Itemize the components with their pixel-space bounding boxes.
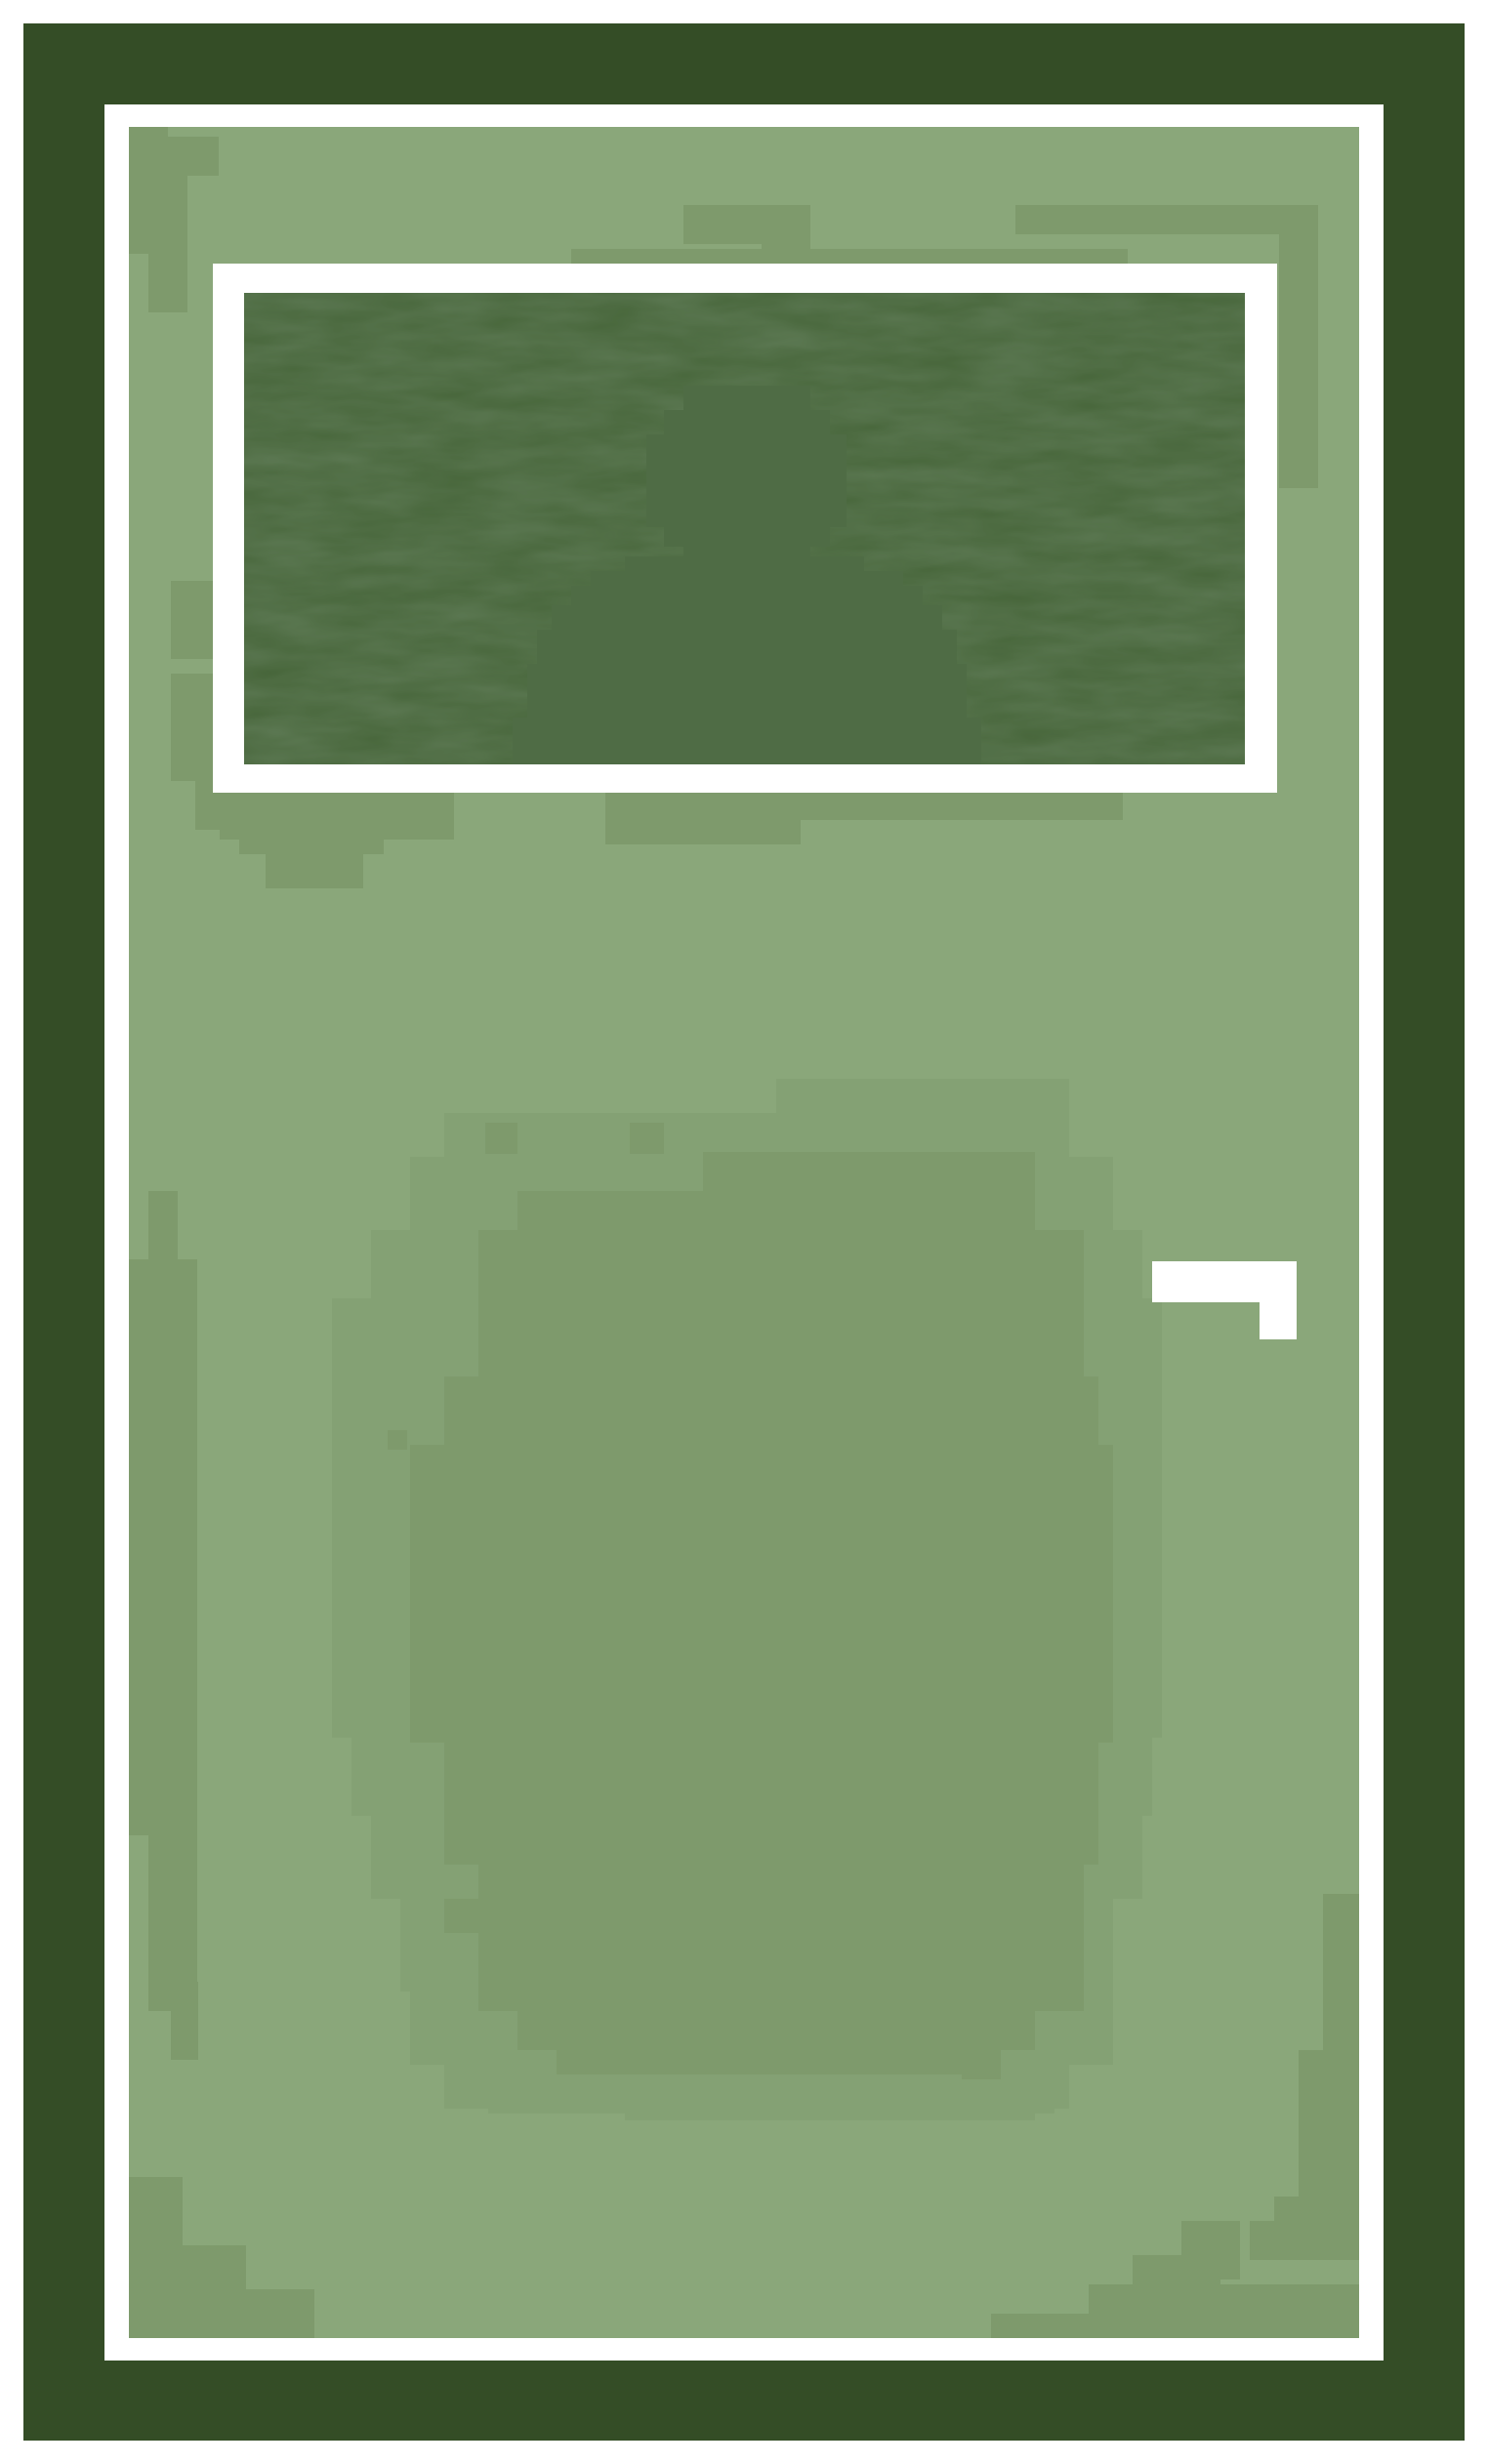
center-stain-inner xyxy=(410,1152,1113,2079)
stain-speckles xyxy=(388,1123,664,1450)
panel-weathering-left xyxy=(129,1191,198,2060)
panel-weathering-bottom xyxy=(129,1894,1359,2338)
window-silhouette xyxy=(513,386,981,764)
window-icon xyxy=(244,293,1245,764)
door-handle-icon[interactable] xyxy=(1152,1261,1297,1339)
